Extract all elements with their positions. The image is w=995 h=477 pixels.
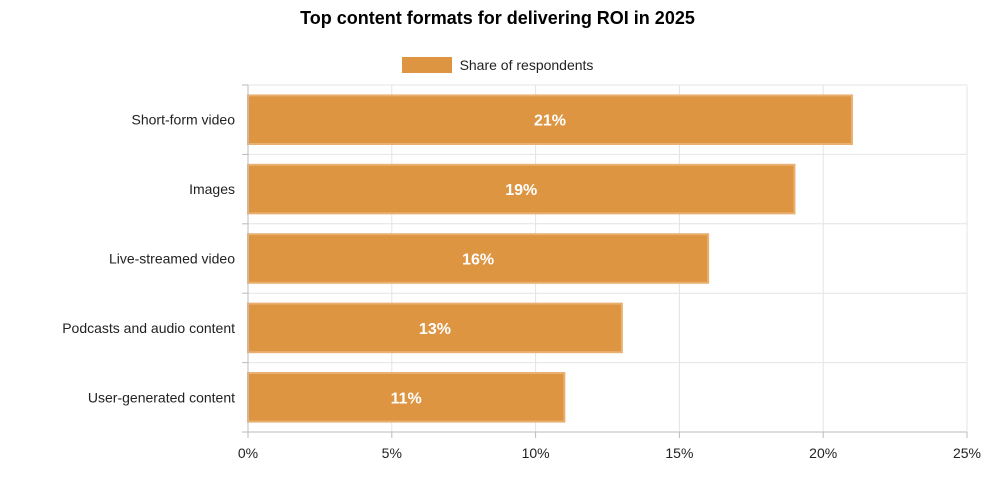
bar-value-labels: 21% 19% 16% 13% 11% xyxy=(391,113,566,408)
x-tick-label: 10% xyxy=(522,445,550,461)
x-tick-label: 20% xyxy=(809,445,837,461)
axes xyxy=(242,84,968,438)
x-tick-label: 5% xyxy=(382,445,402,461)
category-labels: Short-form video Images Live-streamed vide… xyxy=(62,112,235,406)
legend-label-share-of-respondents: Share of respondents xyxy=(459,57,594,73)
x-axis-tick-labels: 0% 5% 10% 15% 20% 25% xyxy=(238,445,981,461)
x-tick-label: 0% xyxy=(238,445,258,461)
x-tick-label: 15% xyxy=(665,445,693,461)
category-label-live-streamed-video: Live-streamed video xyxy=(109,251,235,267)
bar-value-label-short-form-video: 21% xyxy=(534,113,566,130)
bar-value-label-podcasts-and-audio-content: 13% xyxy=(419,321,451,338)
bar-user-generated-content[interactable] xyxy=(247,372,566,423)
category-label-images: Images xyxy=(189,181,235,197)
category-label-user-generated-content: User-generated content xyxy=(88,389,235,405)
bar-value-label-images: 19% xyxy=(505,182,537,199)
chart-title: Top content formats for delivering ROI i… xyxy=(300,8,695,28)
legend-swatch xyxy=(401,57,452,73)
bars xyxy=(247,94,853,423)
x-tick-label: 25% xyxy=(953,445,981,461)
bar-value-label-user-generated-content: 11% xyxy=(391,390,422,407)
category-label-podcasts-and-audio-content: Podcasts and audio content xyxy=(62,320,235,336)
legend[interactable]: Share of respondents xyxy=(0,55,995,75)
bar-value-label-live-streamed-video: 16% xyxy=(462,252,494,269)
bar-podcasts-and-audio-content[interactable] xyxy=(247,302,623,354)
category-label-short-form-video: Short-form video xyxy=(132,112,236,128)
